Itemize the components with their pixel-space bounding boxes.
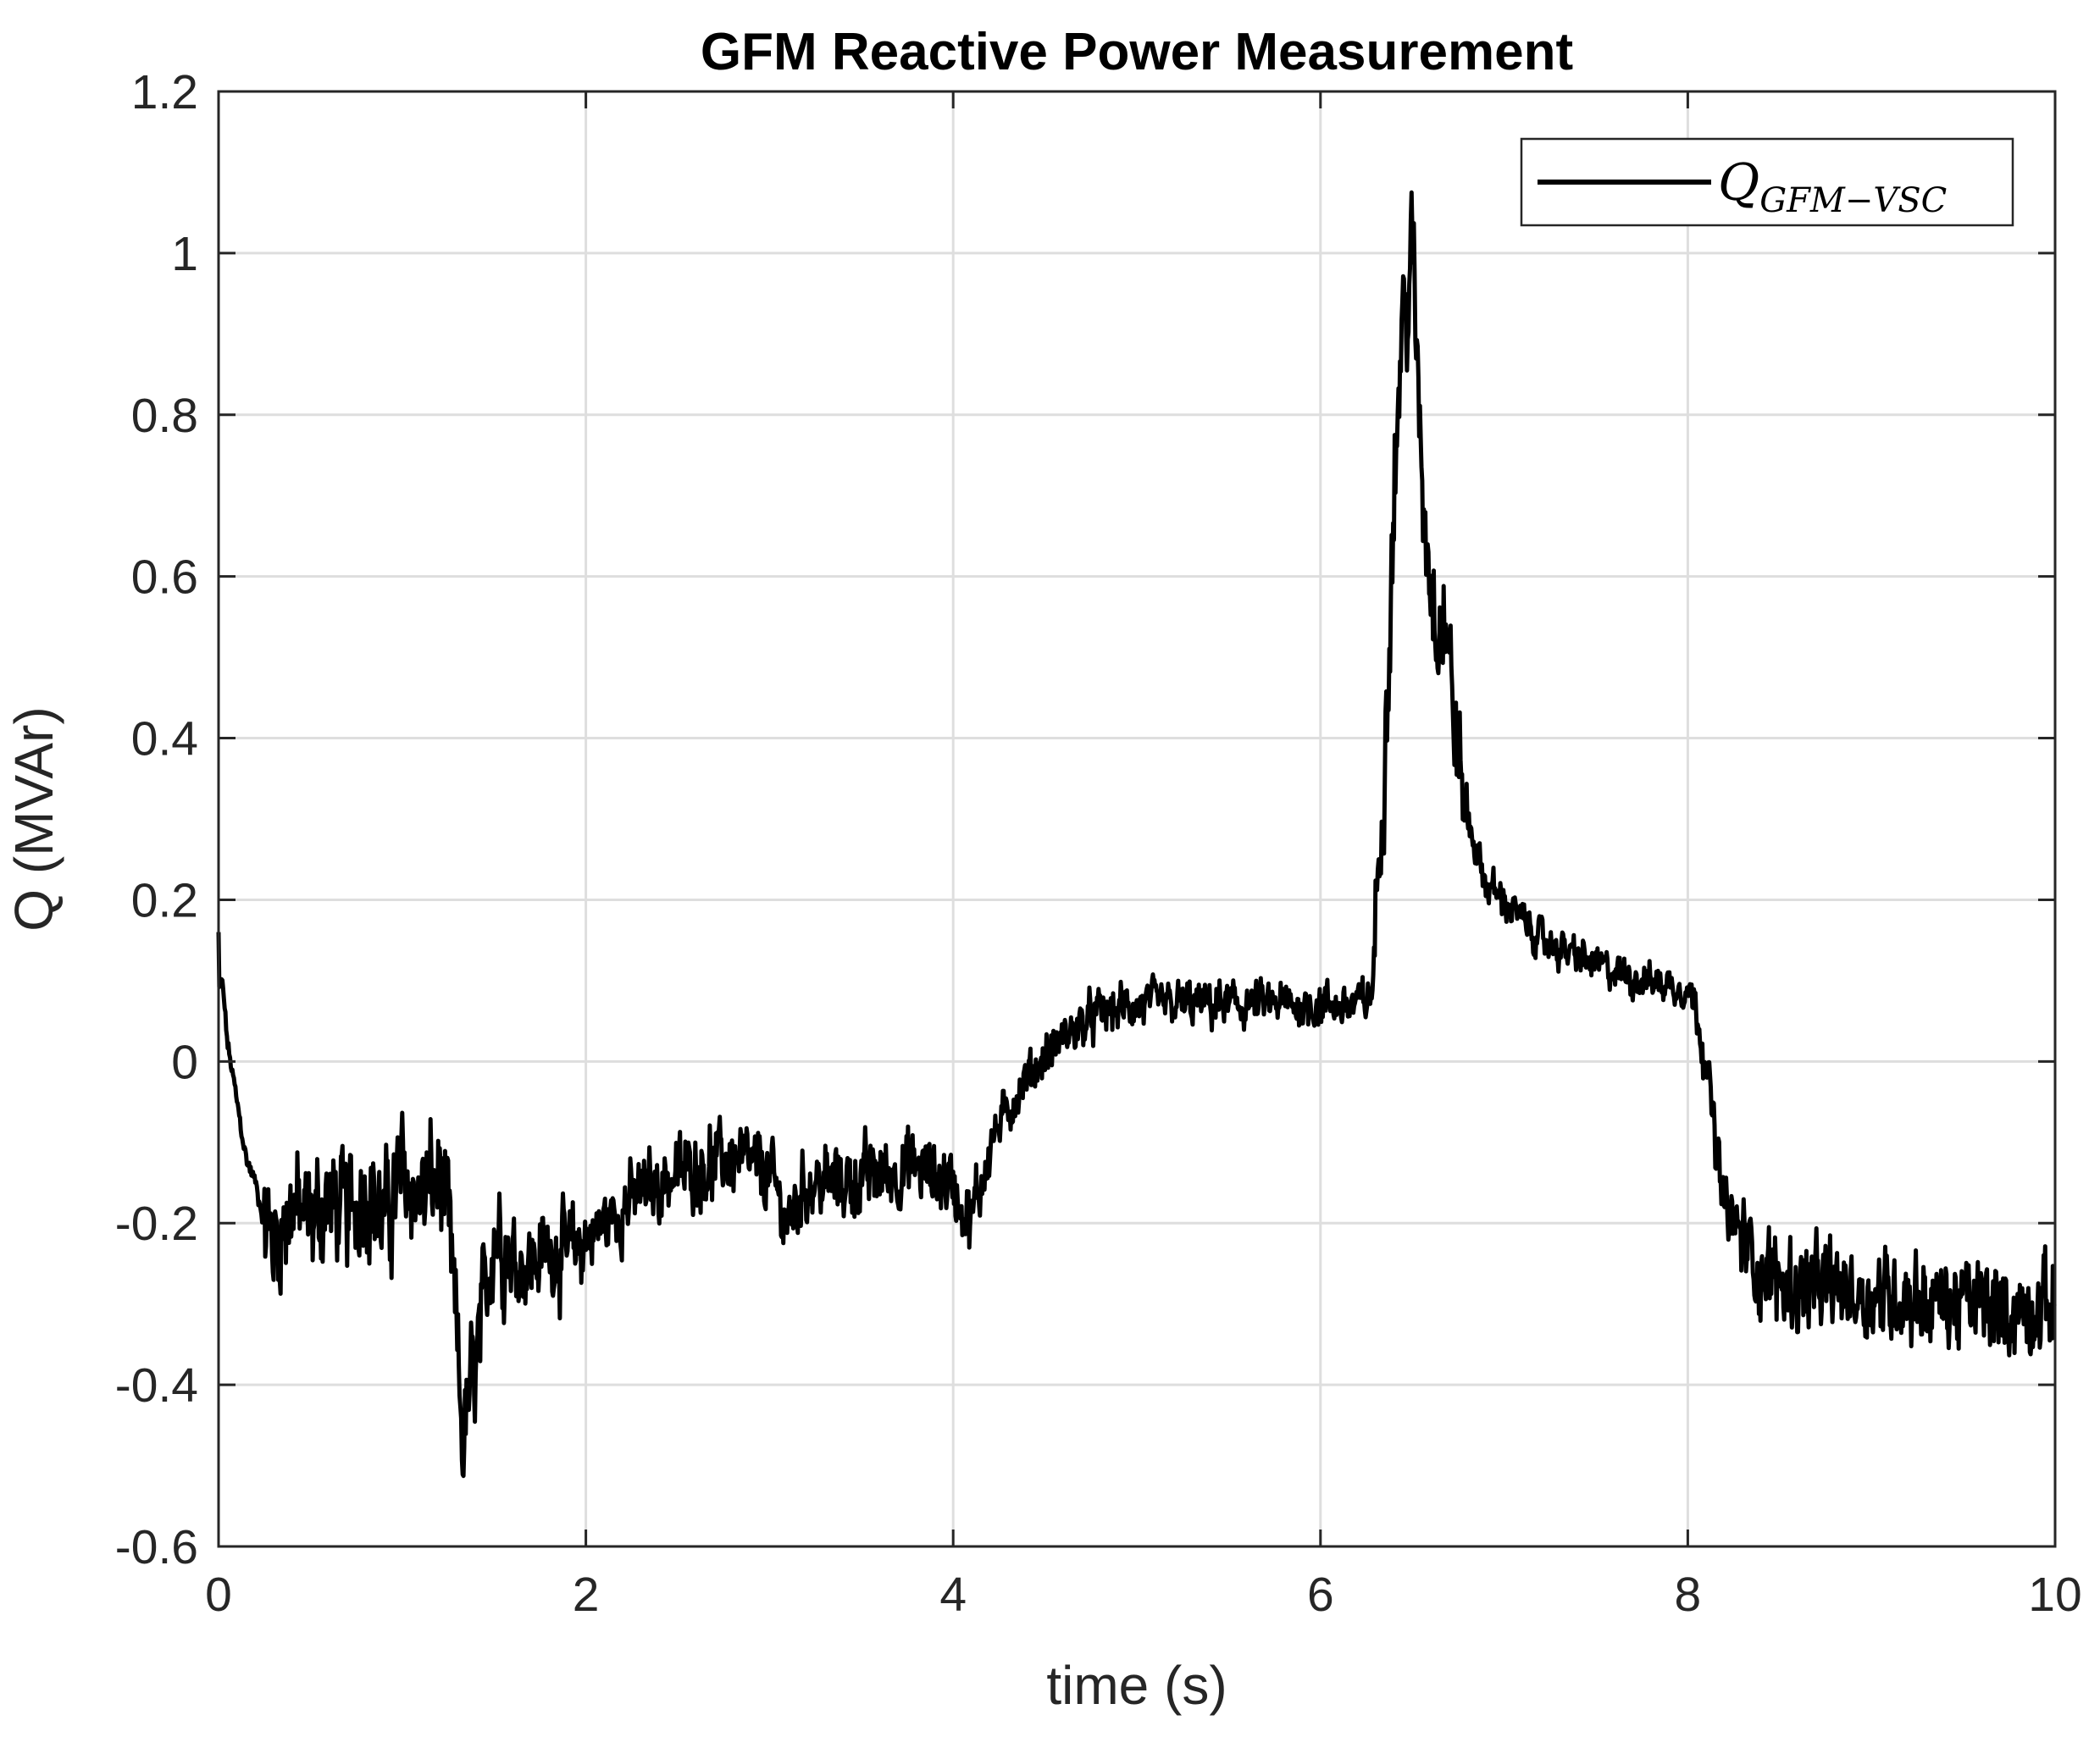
x-axis-label: time (s): [1046, 1655, 1227, 1716]
data-layer: [216, 190, 2057, 1479]
x-tick-label: 8: [1675, 1568, 1702, 1622]
y-tick-label: 0.8: [131, 389, 198, 443]
plot-area: [219, 91, 2055, 1546]
tick-labels: 0 2 4 6 8 10 -0.6 -0.4 -0.2 0 0.2 0.4 0.6 0.8 1 1.2: [115, 65, 2082, 1622]
chart-title: GFM Reactive Power Measurement: [701, 23, 1573, 81]
y-tick-label: -0.4: [115, 1358, 198, 1413]
y-tick-label: 0.4: [131, 712, 198, 766]
legend-box: [1520, 137, 2014, 227]
x-tick-label: 2: [573, 1568, 600, 1622]
series-line: [216, 190, 2057, 1479]
x-tick-label: 0: [205, 1568, 232, 1622]
x-tick-label: 6: [1307, 1568, 1334, 1622]
y-tick-label: 1: [171, 227, 198, 281]
legend-label-main: Q: [1718, 153, 1759, 213]
legend: QGFM−VSC: [1520, 137, 2014, 227]
legend-label-subscript: GFM−VSC: [1759, 181, 1947, 220]
ticks: [217, 90, 2057, 1548]
y-tick-label: -0.2: [115, 1197, 198, 1251]
y-tick-label: 0: [171, 1035, 198, 1089]
x-tick-label: 10: [2028, 1568, 2081, 1622]
y-tick-label: 1.2: [131, 65, 198, 119]
axes-box: [217, 90, 2057, 1548]
y-tick-label: 0.6: [131, 550, 198, 605]
x-tick-label: 4: [939, 1568, 967, 1622]
y-tick-label: -0.6: [115, 1520, 198, 1574]
y-tick-label: 0.2: [131, 873, 198, 927]
legend-entry: QGFM−VSC: [1718, 153, 1947, 220]
grid: [217, 90, 2057, 1548]
y-axis-label: Q (MVAr): [3, 706, 64, 931]
